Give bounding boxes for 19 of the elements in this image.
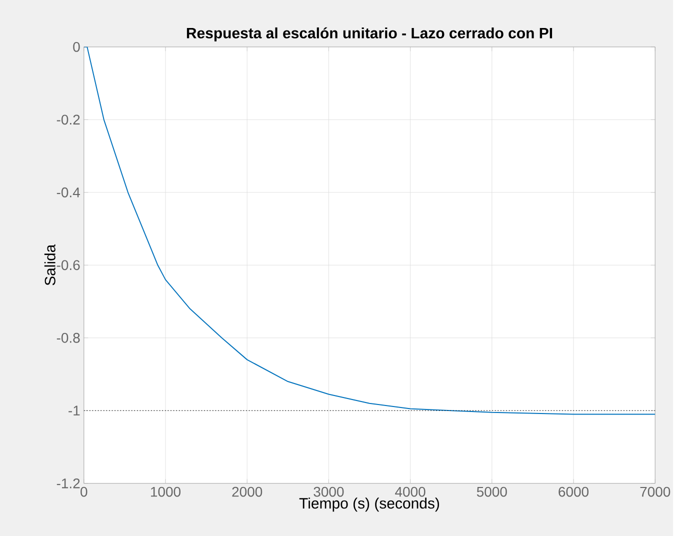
y-axis-title: Salida (44, 244, 56, 286)
chart-title: Respuesta al escalón unitario - Lazo cerrado con PI (186, 27, 552, 42)
x-tick-label: 6000 (558, 486, 589, 497)
x-tick-label: 4000 (395, 486, 426, 497)
y-tick-label: -1 (68, 406, 80, 416)
x-tick-label: 3000 (314, 486, 344, 497)
x-axis-title: Tiempo (s) (seconds) (299, 498, 440, 512)
y-tick-label: 0 (73, 42, 80, 52)
y-tick-label: -0.6 (56, 260, 80, 270)
line-series (84, 46, 656, 415)
y-tick-label: -1.2 (56, 478, 80, 488)
y-tick-label: -0.2 (56, 114, 80, 124)
x-tick-label: 0 (80, 486, 88, 497)
x-tick-label: 2000 (232, 486, 262, 497)
x-tick-label: 7000 (640, 486, 670, 497)
x-tick-label: 1000 (151, 486, 180, 497)
y-tick-label: -0.4 (56, 187, 80, 198)
x-tick-label: 5000 (476, 486, 507, 497)
y-tick-label: -0.8 (56, 332, 80, 343)
